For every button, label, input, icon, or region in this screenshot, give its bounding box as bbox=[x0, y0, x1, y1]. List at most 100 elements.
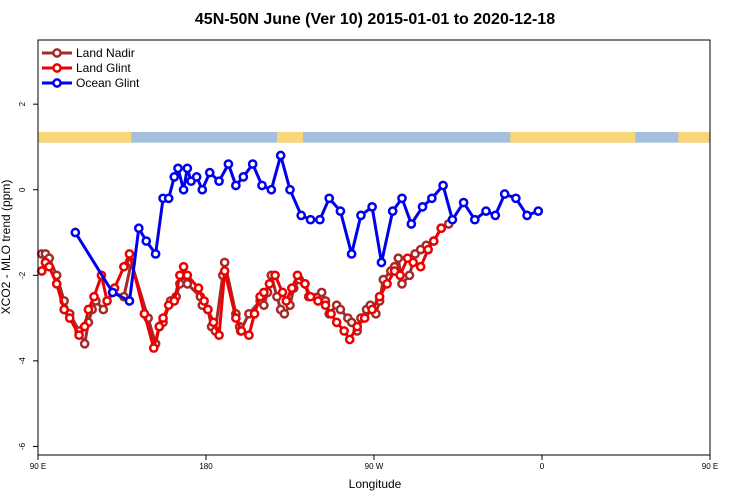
land-nadir-point bbox=[219, 257, 230, 268]
ocean-glint-point bbox=[163, 193, 174, 204]
land-glint-point bbox=[292, 270, 303, 281]
y-tick-label: -2 bbox=[18, 271, 27, 279]
land-glint-point bbox=[119, 261, 129, 272]
ocean-glint-point bbox=[533, 206, 544, 216]
ocean-glint-point bbox=[481, 206, 491, 216]
legend-item-land-glint: Land Glint bbox=[42, 61, 131, 75]
ocean-glint-line bbox=[74, 154, 539, 303]
ocean-glint-point bbox=[223, 159, 234, 169]
x-axis-label: Longitude bbox=[349, 477, 402, 491]
y-axis: 2 0 -2 -4 -6 bbox=[18, 101, 38, 450]
ocean-glint-point bbox=[397, 193, 407, 204]
ocean-glint-point bbox=[141, 236, 152, 246]
land-glint-point bbox=[148, 343, 159, 353]
land-nadir-point bbox=[397, 279, 407, 289]
legend-label: Land Nadir bbox=[76, 46, 135, 60]
land-glint-point bbox=[259, 287, 269, 298]
ocean-glint-point bbox=[499, 189, 510, 199]
x-tick-label: 180 bbox=[199, 462, 213, 471]
ocean-glint-point bbox=[266, 184, 277, 195]
land-nadir-point bbox=[182, 279, 193, 289]
legend-label: Land Glint bbox=[76, 61, 131, 75]
ocean-glint-point bbox=[511, 193, 521, 204]
land-glint-point bbox=[169, 296, 180, 306]
series-ocean-glint bbox=[70, 150, 544, 306]
land-glint-point bbox=[270, 270, 280, 281]
ocean-glint-point bbox=[191, 172, 202, 182]
legend-swatch-point bbox=[52, 78, 62, 88]
land-glint-point bbox=[175, 270, 185, 281]
x-tick-label: 0 bbox=[540, 462, 545, 471]
ocean-glint-point bbox=[275, 150, 286, 161]
ocean-glint-point bbox=[387, 206, 398, 216]
land-nadir-point bbox=[404, 270, 415, 281]
ocean-glint-point bbox=[305, 214, 316, 225]
land-glint-point bbox=[244, 330, 254, 341]
ocean-glint-point bbox=[285, 184, 295, 195]
land-glint-point bbox=[339, 326, 349, 336]
land-nadir-point bbox=[259, 300, 269, 311]
legend-item-land-nadir: Land Nadir bbox=[42, 46, 135, 60]
series-land-glint bbox=[36, 223, 447, 353]
land-glint-point bbox=[428, 236, 439, 246]
legend-item-ocean-glint: Ocean Glint bbox=[42, 76, 140, 90]
land-glint-point bbox=[158, 313, 168, 323]
x-axis: 90 E 180 90 W 0 90 E bbox=[30, 455, 718, 471]
land-glint-point bbox=[320, 300, 331, 311]
land-glint-point bbox=[236, 326, 247, 336]
legend-label: Ocean Glint bbox=[76, 76, 140, 90]
ocean-glint-point bbox=[367, 202, 377, 212]
land-glint-point bbox=[203, 304, 213, 315]
x-tick-label: 90 E bbox=[30, 462, 46, 471]
ocean-glint-point bbox=[231, 180, 241, 191]
land-glint-point bbox=[326, 308, 336, 319]
ocean-glint-point bbox=[447, 214, 458, 225]
ocean-glint-point bbox=[133, 223, 144, 234]
ocean-glint-point bbox=[169, 172, 180, 182]
strip-land bbox=[678, 131, 710, 143]
ocean-glint-point bbox=[70, 227, 81, 238]
ocean-glint-point bbox=[150, 249, 161, 259]
land-glint-point bbox=[139, 308, 150, 319]
land-glint-point bbox=[51, 279, 62, 289]
land-glint-point bbox=[313, 296, 323, 306]
x-tick-label: 90 W bbox=[365, 462, 384, 471]
ocean-glint-point bbox=[438, 180, 448, 191]
ocean-glint-point bbox=[356, 210, 366, 221]
ocean-glint-point bbox=[247, 159, 258, 169]
land-glint-point bbox=[281, 296, 292, 306]
land-glint-point bbox=[182, 270, 193, 281]
land-glint-point bbox=[352, 321, 363, 332]
land-glint-point bbox=[178, 261, 189, 272]
y-tick-label: -6 bbox=[18, 442, 27, 450]
ocean-glint-point bbox=[458, 197, 469, 208]
ocean-glint-point bbox=[469, 214, 480, 225]
ocean-glint-point bbox=[124, 296, 135, 306]
ocean-glint-point bbox=[178, 184, 189, 195]
ocean-glint-point bbox=[427, 193, 437, 204]
land-glint-point bbox=[436, 223, 447, 234]
land-glint-point bbox=[199, 296, 209, 306]
land-glint-point bbox=[264, 279, 275, 289]
chart-title: 45N-50N June (Ver 10) 2015-01-01 to 2020… bbox=[195, 11, 555, 28]
land-glint-point bbox=[374, 291, 385, 302]
land-glint-point bbox=[287, 283, 297, 293]
strip-land bbox=[510, 131, 636, 143]
land-glint-point bbox=[219, 266, 230, 276]
ocean-glint-point bbox=[315, 214, 325, 225]
land-glint-point bbox=[154, 321, 165, 332]
land-glint-point bbox=[102, 296, 112, 306]
land-glint-point bbox=[193, 283, 204, 293]
ocean-glint-point bbox=[335, 206, 346, 216]
y-tick-label: -4 bbox=[18, 357, 27, 365]
land-ocean-strip bbox=[38, 131, 710, 143]
ocean-glint-point bbox=[197, 184, 208, 195]
land-glint-point bbox=[415, 261, 426, 272]
ocean-glint-point bbox=[522, 210, 532, 221]
land-glint-point bbox=[300, 279, 310, 289]
land-glint-point bbox=[36, 266, 47, 276]
ocean-glint-point bbox=[296, 210, 307, 221]
x-tick-label: 90 E bbox=[702, 462, 718, 471]
series-layer bbox=[36, 150, 544, 353]
